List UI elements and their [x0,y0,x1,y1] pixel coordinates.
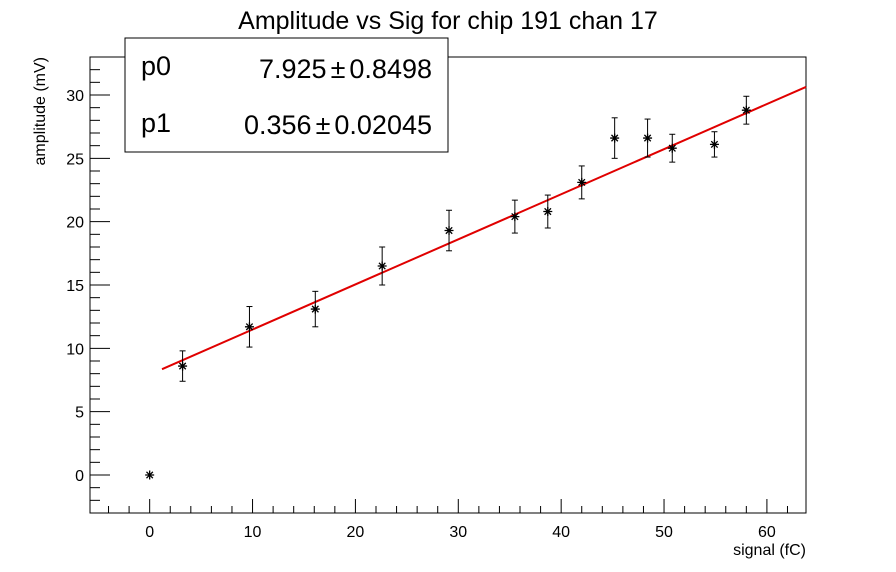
stat-p0-plusminus: ± [331,54,346,84]
data-point [610,117,620,159]
stat-p0-error: 0.8498 [349,54,432,84]
data-point [577,165,587,200]
y-tick-label: 10 [66,341,84,358]
star-marker [444,226,454,236]
stat-p1-value: 0.356 ±0.02045 [244,110,432,140]
data-point [244,306,254,348]
star-marker [145,470,155,480]
data-point [543,194,553,229]
star-marker [244,322,254,332]
stat-p0-name: p0 [141,51,171,81]
data-point [667,133,677,163]
data-point [741,95,751,125]
x-tick-label: 50 [655,524,673,541]
x-tick-label: 10 [244,524,262,541]
y-tick-label: 0 [75,468,84,485]
fit-stats-box: p0 7.925 ±0.8498 p1 0.356 ±0.02045 [124,37,449,153]
x-axis-label: signal (fC) [733,542,806,559]
data-point [510,199,520,234]
fit-stats-frame [124,37,449,153]
fit-line-layer [161,86,807,371]
data-point [145,470,155,480]
data-point [377,246,387,286]
stat-p1-error: 0.02045 [334,110,432,140]
y-tick-label: 15 [66,278,84,295]
x-tick-label: 30 [449,524,467,541]
star-marker [667,143,677,153]
star-marker [543,207,553,217]
x-tick-label: 40 [552,524,570,541]
stat-p0-estimate: 7.925 [259,54,327,84]
x-axis: 0 10 20 30 40 50 60 [108,499,788,541]
star-marker [178,361,188,371]
data-point [444,209,454,252]
data-point [643,118,653,158]
y-axis: 0 5 10 15 20 25 30 [66,56,110,514]
star-marker [377,261,387,271]
x-tick-label: 20 [347,524,365,541]
star-marker [510,212,520,222]
data-points-layer [145,95,751,480]
y-tick-label: 30 [66,88,84,105]
star-marker [310,304,320,314]
data-point [178,350,188,382]
stat-p1-plusminus: ± [316,110,331,140]
y-axis-label: amplitude (mV) [32,57,49,165]
x-tick-label: 60 [758,524,776,541]
y-tick-label: 20 [66,215,84,232]
data-point [709,131,719,158]
x-tick-label: 0 [145,524,154,541]
fit-line [161,86,807,371]
star-marker [610,133,620,143]
star-marker [741,105,751,115]
stat-p1-name: p1 [141,108,171,138]
data-point [310,290,320,328]
star-marker [709,139,719,149]
star-marker [643,133,653,143]
stat-p0-value: 7.925 ±0.8498 [259,54,432,84]
chart-title: Amplitude vs Sig for chip 191 chan 17 [238,7,658,35]
stat-p1-estimate: 0.356 [244,110,312,140]
star-marker [577,177,587,187]
y-tick-label: 5 [75,405,84,422]
y-tick-label: 25 [66,151,84,168]
